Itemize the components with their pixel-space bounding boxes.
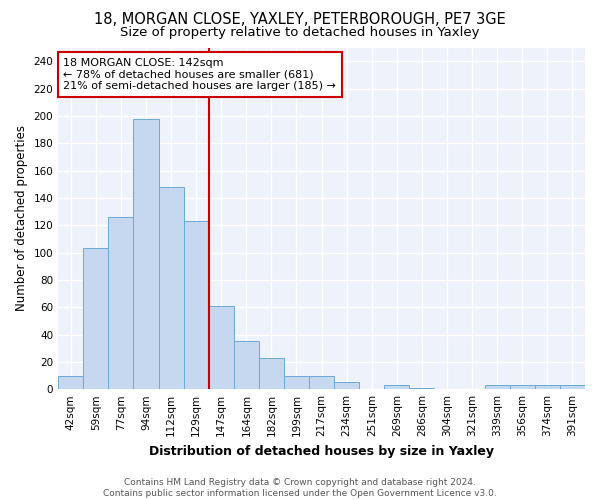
Bar: [309, 376, 334, 389]
X-axis label: Distribution of detached houses by size in Yaxley: Distribution of detached houses by size …: [149, 444, 494, 458]
Bar: [158, 187, 184, 389]
Y-axis label: Number of detached properties: Number of detached properties: [15, 126, 28, 312]
Text: Contains HM Land Registry data © Crown copyright and database right 2024.
Contai: Contains HM Land Registry data © Crown c…: [103, 478, 497, 498]
Bar: [409, 388, 434, 389]
Text: Size of property relative to detached houses in Yaxley: Size of property relative to detached ho…: [120, 26, 480, 39]
Bar: [560, 385, 585, 389]
Bar: [334, 382, 359, 389]
Bar: [284, 376, 309, 389]
Bar: [133, 118, 158, 389]
Bar: [510, 385, 535, 389]
Bar: [234, 342, 259, 389]
Bar: [58, 376, 83, 389]
Bar: [259, 358, 284, 389]
Text: 18, MORGAN CLOSE, YAXLEY, PETERBOROUGH, PE7 3GE: 18, MORGAN CLOSE, YAXLEY, PETERBOROUGH, …: [94, 12, 506, 28]
Bar: [83, 248, 109, 389]
Bar: [109, 217, 133, 389]
Bar: [209, 306, 234, 389]
Bar: [184, 221, 209, 389]
Bar: [485, 385, 510, 389]
Bar: [385, 385, 409, 389]
Bar: [535, 385, 560, 389]
Text: 18 MORGAN CLOSE: 142sqm
← 78% of detached houses are smaller (681)
21% of semi-d: 18 MORGAN CLOSE: 142sqm ← 78% of detache…: [64, 58, 337, 91]
